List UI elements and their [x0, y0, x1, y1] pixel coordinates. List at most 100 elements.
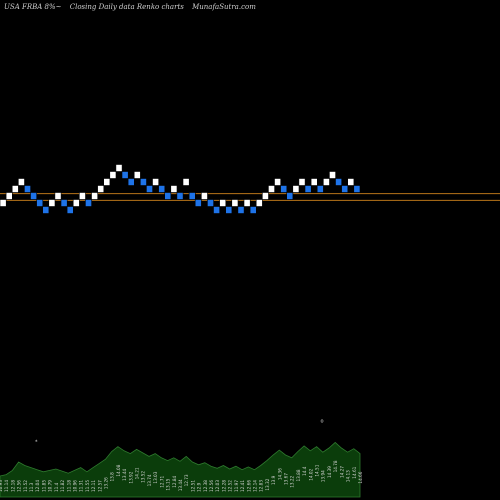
volume-label: 12.11 — [91, 480, 96, 492]
chart-header: USA FRBA 8%~ Closing Daily data Renko ch… — [4, 3, 262, 11]
volume-label: 10.93 — [0, 480, 3, 492]
renko-brick-down — [176, 192, 184, 200]
renko-brick-up — [329, 171, 336, 179]
volume-area — [0, 441, 361, 498]
volume-label: 11.55 — [85, 480, 90, 492]
volume-label: 11.18 — [66, 480, 71, 492]
volume-label: 13.44 — [122, 468, 127, 480]
volume-label: 13.74 — [147, 474, 152, 486]
volume-label: 11.31 — [79, 480, 84, 492]
volume-label: 10.79 — [48, 480, 53, 492]
renko-brick-up — [72, 199, 80, 207]
renko-brick-up — [255, 199, 263, 207]
renko-brick-up — [347, 178, 355, 186]
renko-brick-down — [304, 185, 312, 193]
volume-label: 11.97 — [234, 480, 239, 492]
renko-brick-down — [353, 185, 361, 193]
renko-brick-up — [170, 185, 178, 193]
renko-brick-down — [316, 185, 324, 193]
volume-label: 13.92 — [128, 471, 133, 483]
volume-label: 12.41 — [240, 480, 245, 492]
volume-label: 14.61 — [352, 466, 357, 478]
volume-label: 13.32 — [265, 478, 270, 490]
volume-label: 13.03 — [153, 471, 158, 483]
renko-brick-down — [140, 178, 147, 186]
volume-label: 11.85 — [41, 480, 46, 492]
renko-brick-down — [280, 185, 288, 193]
renko-brick-down — [85, 199, 92, 207]
volume-label: 11.14 — [4, 480, 9, 492]
volume-label: 12.38 — [203, 480, 208, 492]
renko-brick-down — [121, 171, 129, 179]
renko-brick-up — [201, 192, 208, 200]
volume-label: 12.73 — [184, 474, 189, 486]
renko-brick-down — [66, 206, 74, 214]
volume-label: 11.3 — [29, 482, 34, 492]
renko-brick-down — [24, 185, 31, 193]
volume-label: 12.04 — [35, 480, 40, 492]
renko-brick-up — [268, 185, 275, 193]
renko-brick-up — [79, 192, 86, 200]
volume-label: 11.52 — [23, 480, 28, 492]
volume-label: 13.44 — [178, 479, 183, 491]
volume-label: 14.13 — [346, 470, 351, 482]
renko-brick-up — [152, 178, 159, 186]
chart-description: Closing Daily data Renko charts — [69, 3, 184, 11]
volume-label: 13.15 — [166, 478, 171, 490]
volume-label: 14.51 — [315, 464, 320, 476]
renko-brick-up — [54, 192, 62, 200]
volume-label: 13.26 — [104, 477, 109, 489]
volume-label: 14.4 — [302, 466, 307, 476]
renko-brick-down — [341, 185, 349, 193]
renko-brick-down — [146, 185, 153, 193]
volume-label: 14.39 — [327, 466, 332, 478]
renko-brick-up — [109, 171, 117, 179]
renko-brick-up — [274, 178, 281, 186]
volume-label: 14.08 — [116, 464, 121, 476]
renko-brick-up — [17, 178, 25, 186]
volume-label: 12.66 — [246, 480, 251, 492]
renko-bricks — [0, 164, 361, 214]
renko-brick-down — [207, 199, 214, 207]
volume-label: 11.82 — [60, 480, 65, 492]
renko-brick-up — [97, 185, 105, 193]
renko-brick-up — [322, 178, 330, 186]
volume-label: 13.67 — [284, 473, 289, 485]
renko-brick-down — [237, 206, 245, 214]
renko-brick-down — [335, 178, 342, 186]
volume-label: 13.22 — [290, 475, 295, 487]
renko-brick-down — [164, 192, 172, 200]
volume-label: 12.51 — [190, 480, 195, 492]
volume-label: 10.96 — [72, 480, 77, 492]
renko-brick-up — [219, 199, 227, 207]
renko-brick-down — [42, 206, 50, 214]
volume-label: 12.56 — [17, 480, 22, 492]
renko-brick-down — [60, 199, 68, 207]
renko-brick-up — [115, 164, 123, 172]
renko-brick-down — [158, 185, 166, 193]
renko-brick-up — [91, 192, 98, 200]
volume-label: 14.78 — [333, 460, 338, 472]
renko-brick-up — [11, 185, 19, 193]
volume-label: 14.21 — [135, 467, 140, 479]
volume-label: 14.66 — [358, 471, 363, 483]
volume-label: 13.88 — [296, 469, 301, 481]
renko-brick-up — [182, 178, 190, 186]
volume-label: 12.03 — [215, 480, 220, 492]
renko-brick-up — [231, 199, 239, 207]
renko-brick-up — [5, 192, 13, 200]
renko-brick-up — [48, 199, 56, 207]
renko-brick-up — [310, 178, 318, 186]
volume-label: 12.56 — [209, 480, 214, 492]
renko-brick-down — [194, 199, 202, 207]
volume-label: 12.9 — [197, 482, 202, 492]
volume-label: 12.83 — [259, 480, 264, 492]
renko-brick-down — [127, 178, 135, 186]
volume-label: 12.52 — [228, 480, 233, 492]
volume-marker: o — [321, 419, 324, 425]
volume-label: 12.14 — [252, 480, 257, 492]
volume-label: 11.4 — [54, 482, 59, 492]
volume-label: 13.94 — [321, 470, 326, 482]
